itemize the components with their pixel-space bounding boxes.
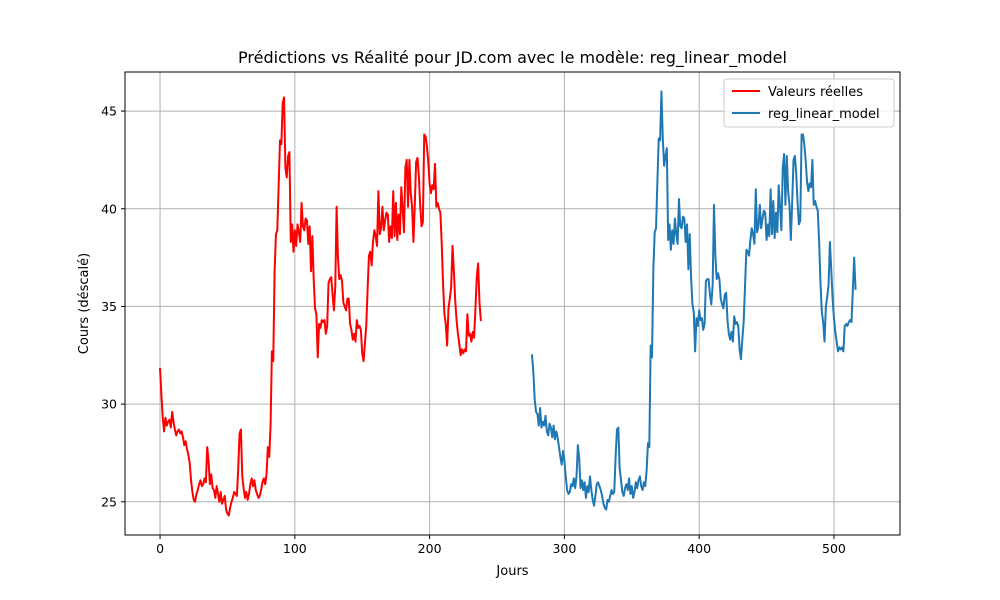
x-tick-label: 100 [283,541,307,556]
y-tick-label: 25 [101,494,117,509]
x-tick-label: 500 [822,541,846,556]
x-tick-label: 200 [418,541,442,556]
y-tick-label: 35 [101,299,117,314]
y-tick-label: 40 [101,201,117,216]
chart-title: Prédictions vs Réalité pour JD.com avec … [238,48,787,68]
y-tick-label: 45 [101,104,117,119]
legend-label-reg-linear-model: reg_linear_model [768,107,880,122]
series-line-reg-linear-model [530,90,857,511]
x-axis-label: Jours [495,564,528,579]
legend: Valeurs réelles reg_linear_model [723,78,895,128]
series-line-valeurs-r-elles [158,96,482,517]
y-axis-label: Cours (déscalé) [77,253,92,354]
plot-area [158,90,857,517]
x-axis: 0 100 200 300 400 500 [156,535,846,556]
legend-label-valeurs-reelles: Valeurs réelles [768,85,863,100]
x-tick-label: 300 [552,541,576,556]
x-tick-label: 0 [156,541,164,556]
legend-box [723,78,895,128]
y-tick-label: 30 [101,397,117,412]
y-axis: 25 30 35 40 45 [101,104,125,509]
x-tick-label: 400 [687,541,711,556]
plot-frame [124,71,901,536]
